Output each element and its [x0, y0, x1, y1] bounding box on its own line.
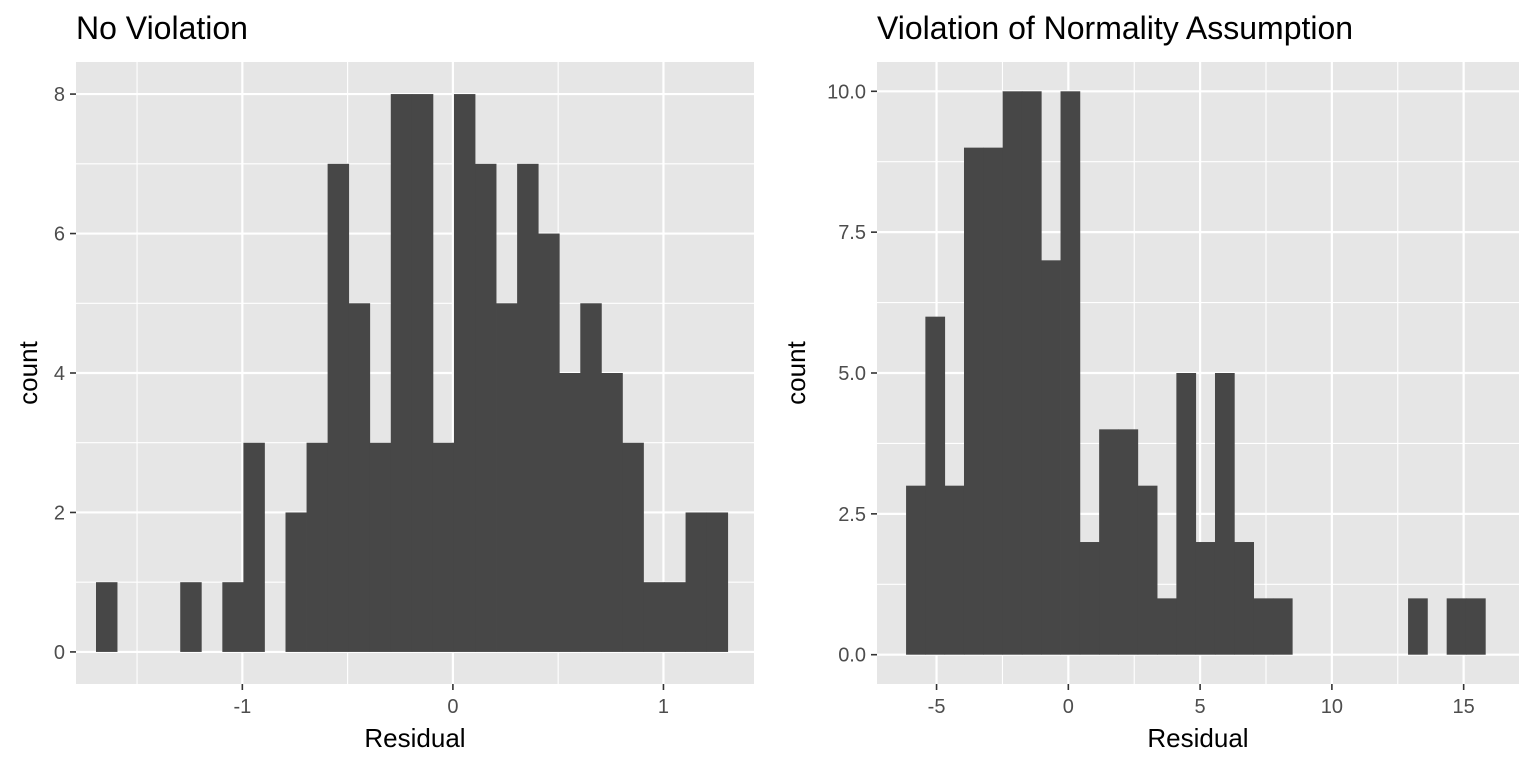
histogram-bar — [243, 442, 265, 652]
x-tick-label: 1 — [658, 696, 669, 718]
histogram-bar — [496, 303, 518, 652]
histogram-bar — [1214, 373, 1235, 655]
histogram-bar — [1253, 598, 1274, 655]
y-tick-label: 8 — [54, 84, 65, 106]
histogram-bar — [1041, 260, 1061, 655]
histogram-bar — [1137, 485, 1158, 655]
x-tick-label: 5 — [1195, 696, 1206, 718]
histogram-bar — [983, 147, 1004, 655]
y-axis-title: count — [13, 340, 43, 404]
x-axis-title: Residual — [364, 723, 465, 753]
histogram-bar — [1408, 598, 1428, 655]
histogram-bar — [1446, 598, 1467, 655]
histogram-bar — [475, 163, 497, 652]
x-tick-label: -5 — [928, 696, 946, 718]
x-axis-title: Residual — [1147, 723, 1248, 753]
histogram-bar — [1157, 598, 1177, 655]
panel-2: -5 0 5 10 15 0.0 2.5 5.0 7.5 10.0 Violation of Nor… — [781, 10, 1519, 753]
histogram-bar — [622, 442, 644, 652]
histogram-bar — [369, 442, 392, 652]
histogram-bar — [1195, 542, 1216, 655]
chart-title: No Violation — [76, 10, 248, 46]
histogram-bar — [1099, 429, 1119, 655]
histogram-bar — [963, 147, 984, 655]
y-tick-label: 2.5 — [838, 504, 866, 526]
x-tick-label: 0 — [1063, 696, 1074, 718]
histogram-bar — [453, 94, 476, 652]
histogram-bar — [1021, 91, 1042, 655]
histogram-bar — [1079, 542, 1100, 655]
y-tick-label: 5.0 — [838, 363, 866, 385]
histogram-bar — [706, 512, 729, 652]
histogram-bar — [222, 582, 244, 652]
histogram-bar — [1118, 429, 1139, 655]
panel-1: -1 0 1 0 2 4 6 8 No Violation Residual count — [13, 10, 754, 753]
histogram-bar — [925, 316, 946, 655]
histogram-bar — [559, 373, 581, 652]
histogram-bar — [180, 582, 202, 652]
histogram-bar — [685, 512, 708, 652]
histogram-bar — [348, 303, 371, 652]
histogram-bar — [1002, 91, 1023, 655]
x-tick-label: 15 — [1453, 696, 1475, 718]
histogram-bar — [944, 485, 965, 655]
y-tick-label: 6 — [54, 224, 65, 246]
histogram-bar — [285, 512, 307, 652]
histogram-bar — [601, 373, 623, 652]
histogram-bar — [643, 582, 665, 652]
y-tick-label: 0.0 — [838, 645, 866, 667]
histogram-bar — [517, 163, 539, 652]
histogram-bar — [1465, 598, 1486, 655]
y-axis-title: count — [781, 340, 811, 404]
y-tick-label: 10.0 — [827, 81, 866, 103]
histogram-bar — [327, 163, 350, 652]
histogram-bar — [411, 94, 434, 652]
chart-title: Violation of Normality Assumption — [877, 10, 1353, 46]
y-tick-label: 7.5 — [838, 222, 866, 244]
histogram-bar — [306, 442, 329, 652]
histogram-bar — [538, 233, 560, 652]
histogram-bar — [1234, 542, 1255, 655]
histogram-bar — [1060, 91, 1081, 655]
x-tick-label: -1 — [233, 696, 251, 718]
histogram-bar — [390, 94, 413, 652]
y-tick-label: 0 — [54, 642, 65, 664]
x-tick-label: 0 — [447, 696, 458, 718]
histogram-bar — [906, 485, 926, 655]
histogram-bar — [1176, 373, 1197, 655]
histogram-bar — [96, 582, 118, 652]
x-tick-label: 10 — [1321, 696, 1343, 718]
histogram-bar — [1272, 598, 1293, 655]
y-tick-label: 2 — [54, 502, 65, 524]
histogram-bar — [432, 442, 455, 652]
y-tick-label: 4 — [54, 363, 65, 385]
histogram-bar — [580, 303, 602, 652]
histogram-bar — [664, 582, 686, 652]
